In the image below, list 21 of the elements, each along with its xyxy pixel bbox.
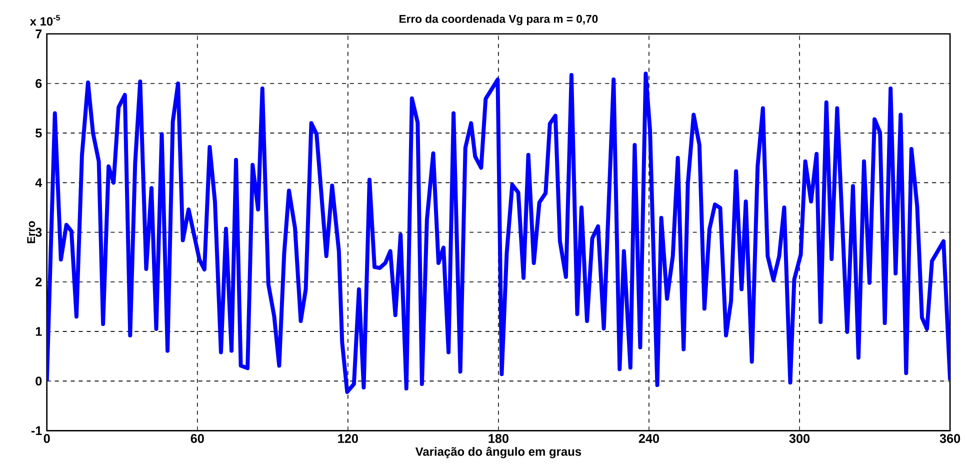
x-tick-label: 120 (338, 434, 358, 444)
x-tick-label: 0 (44, 434, 50, 444)
x-tick-label: 60 (190, 434, 204, 444)
y-tick-label: 6 (36, 79, 42, 88)
x-axis-title: Variação do ângulo em graus (415, 446, 582, 458)
y-tick-label: 4 (35, 178, 42, 188)
text: x 10$^{-5}$ (30, 15, 60, 26)
y-tick-label: 0 (36, 376, 42, 386)
x-tick-label: 360 (940, 434, 960, 444)
x-tick-label: 180 (488, 434, 508, 444)
y-tick-label: 1 (36, 327, 42, 336)
y-tick-label: 2 (36, 278, 42, 286)
y-tick-label: 7 (36, 30, 42, 38)
y-tick-label: 5 (36, 128, 42, 138)
line-series (46, 72, 950, 394)
chart-title: Erro da coordenada Vg para m = 0,70 (400, 14, 598, 26)
x-tick-label: 240 (638, 434, 659, 444)
y-tick-label: 3 (35, 228, 42, 237)
x-tick-label: 300 (789, 434, 810, 444)
y-axis-title: Erro (27, 221, 36, 244)
y-tick-label: -1 (31, 426, 42, 436)
